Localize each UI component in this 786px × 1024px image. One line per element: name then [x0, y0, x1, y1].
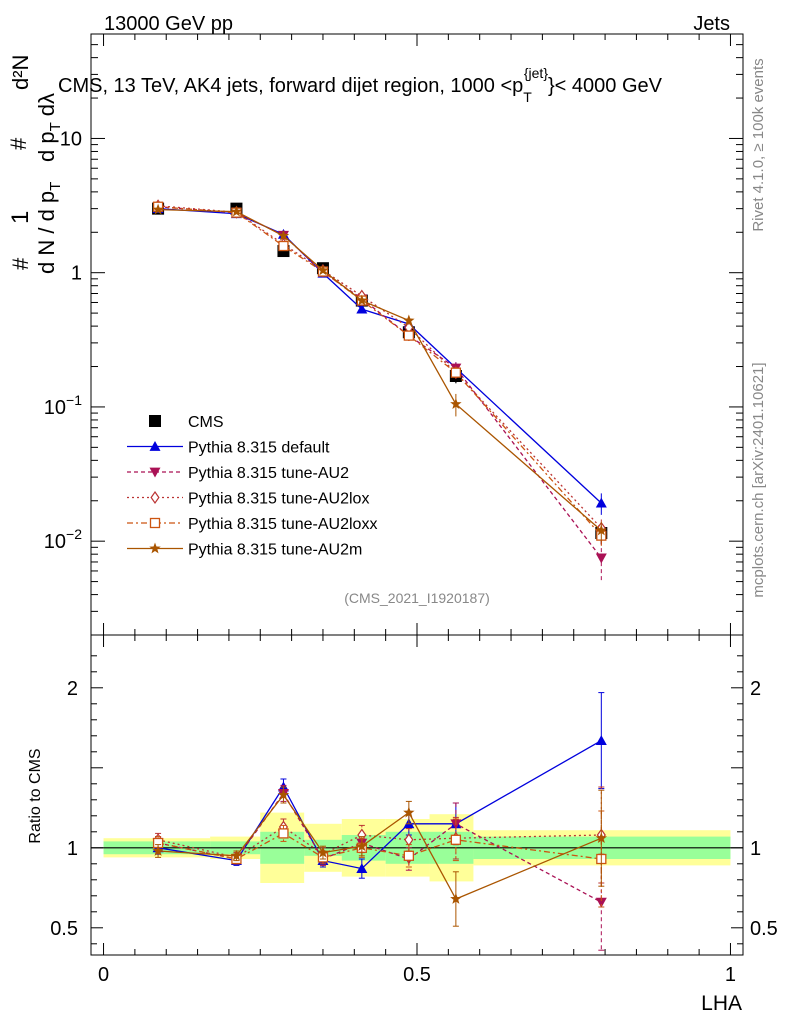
y-tick-label: 10	[60, 128, 82, 150]
series-4-point	[450, 398, 462, 409]
series-4-point	[317, 264, 329, 276]
series-3-line	[158, 206, 602, 537]
legend-marker	[149, 517, 161, 529]
series-0-point	[356, 303, 368, 314]
svg-text:#: #	[8, 257, 33, 270]
chart-title: CMS, 13 TeV, AK4 jets, forward dijet reg…	[58, 65, 663, 105]
ratio-tick-label-right: 1	[750, 838, 761, 860]
y-axis-label: # 1 d N / d pT # d²N d pTdλ	[6, 55, 64, 274]
series-4-point	[152, 203, 164, 215]
legend-marker-cms	[149, 415, 161, 427]
series-0-point	[595, 497, 607, 508]
series-3-point	[450, 367, 462, 378]
legend-label: Pythia 8.315 tune-AU2loxx	[188, 516, 377, 533]
series-4-ratio-point	[230, 849, 243, 861]
series-3-point	[403, 330, 415, 341]
ratio-tick-label: 0.5	[50, 918, 78, 940]
series-0-ratio-point	[595, 735, 607, 745]
legend-marker	[149, 542, 161, 554]
series-4-ratio-point	[317, 846, 329, 858]
x-tick-label: 0	[98, 964, 109, 986]
x-tick-label: 0.5	[403, 964, 431, 986]
legend-label: Pythia 8.315 tune-AU2m	[188, 542, 362, 559]
legend-label: Pythia 8.315 tune-AU2	[188, 465, 349, 482]
series-4-point	[595, 524, 608, 536]
series-4-ratio-line	[158, 793, 602, 900]
series-3-ratio-point	[278, 828, 289, 839]
svg-text:d N / d pT: d N / d pT	[34, 182, 64, 274]
series-1-line	[158, 206, 602, 559]
x-axis-label: LHA	[701, 992, 742, 1015]
legend: CMS Pythia 8.315 default Pythia 8.315 tune…	[127, 414, 377, 559]
ratio-frame	[90, 634, 744, 956]
legend-marker	[149, 467, 161, 478]
legend-marker	[149, 441, 161, 451]
series-4-point	[230, 205, 243, 217]
legend-label-cms: CMS	[188, 414, 224, 431]
series-4-ratio-point	[356, 840, 368, 852]
y-tick-label: 1	[71, 263, 82, 285]
mcplots-label: mcplots.cern.ch [arXiv:2401.10621]	[750, 362, 767, 597]
ratio-tick-label: 2	[67, 678, 78, 700]
series-3-point	[278, 240, 289, 252]
series-4-line	[158, 208, 602, 532]
series-0-line	[158, 207, 602, 504]
svg-text:1: 1	[7, 211, 34, 224]
series-4-point	[277, 229, 290, 241]
series-4-ratio-point	[403, 806, 415, 818]
svg-text:d pTdλ: d pTdλ	[34, 93, 64, 162]
category-label: Jets	[693, 13, 730, 35]
svg-text:d²N: d²N	[8, 55, 33, 90]
x-tick-label: 1	[725, 964, 736, 986]
series-1-ratio-line	[157, 792, 602, 903]
ratio-tick-label-right: 0.5	[750, 918, 778, 940]
series-4-ratio-point	[595, 832, 608, 844]
svg-text:#: #	[6, 137, 31, 150]
series-layer	[152, 199, 608, 951]
series-4-point	[356, 294, 368, 306]
legend-label: Pythia 8.315 default	[188, 440, 330, 457]
legend-label: Pythia 8.315 tune-AU2lox	[188, 491, 369, 508]
series-3-ratio-line	[157, 832, 602, 860]
ratio-y-label: Ratio to CMS	[27, 748, 44, 843]
series-0-ratio-point	[356, 863, 368, 873]
ratio-tick-label: 1	[67, 838, 78, 860]
y-tick-label: 10−1	[44, 392, 82, 419]
ratio-tick-label-right: 2	[750, 678, 761, 700]
series-2-ratio-line	[157, 826, 602, 859]
series-4-ratio-point	[450, 893, 462, 904]
analysis-id: (CMS_2021_I1920187)	[344, 590, 490, 606]
series-1-point	[595, 553, 607, 564]
energy-label: 13000 GeV pp	[104, 13, 233, 35]
series-1-ratio-point	[595, 897, 607, 908]
axes: 0 0.5 1 10 1 10−1 10−2 0.5 0.5 1 1 2 2	[44, 33, 778, 986]
series-3-ratio-point	[403, 850, 415, 861]
rivet-version-label: Rivet 4.1.0, ≥ 100k events	[750, 58, 767, 231]
series-4-ratio-point	[152, 845, 164, 856]
legend-marker	[150, 490, 160, 505]
series-4-ratio-point	[277, 789, 290, 800]
y-tick-label: 10−2	[44, 526, 82, 553]
series-4-point	[403, 314, 415, 326]
series-2-line	[158, 205, 602, 529]
series-3-ratio-point	[450, 834, 462, 845]
